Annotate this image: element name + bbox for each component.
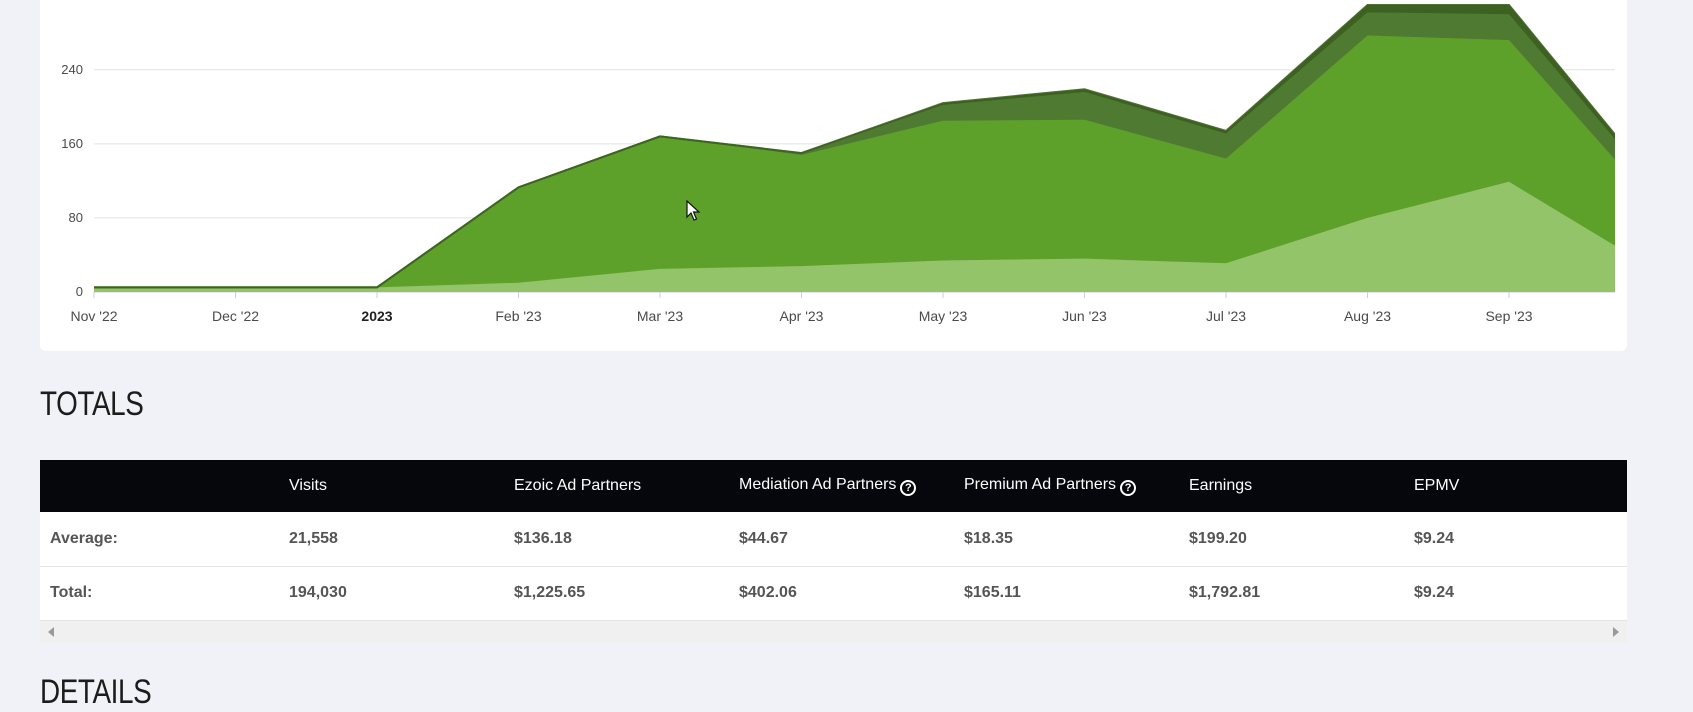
help-icon[interactable]: ? [900,480,917,496]
area-series-1 [94,181,1615,292]
y-tick-label: 80 [69,210,83,225]
mouse-cursor-icon [686,200,700,221]
column-header-text: Earnings [1189,477,1253,494]
table-cell: $9.24 [1414,529,1455,547]
y-tick-label: 160 [61,136,83,151]
row-label: Total: [50,584,93,601]
horizontal-scrollbar[interactable] [40,620,1627,643]
column-header-ezoic-ad-partners: Ezoic Ad Partners [504,460,729,512]
table-row: Total: 194,030 $1,225.65 $402.06 $165.11 $1,7… [40,566,1627,620]
totals-table: Visits Ezoic Ad Partners Mediation Ad Part… [40,460,1627,621]
column-header-earnings: Earnings [1179,460,1404,512]
column-header-text: EPMV [1414,477,1460,494]
x-tick-label: 2023 [361,308,392,324]
chart-card: 0 80 160 240 Nov '22 Dec '22 2023 Feb '23 Mar '2… [40,0,1627,351]
y-tick-label: 240 [61,62,83,77]
x-tick-label: Dec '22 [212,308,259,324]
column-header-label [40,460,279,512]
column-header-text: Visits [289,477,327,494]
area-series-2 [94,35,1615,288]
table-cell: $136.18 [514,529,572,547]
stacked-area-chart: 0 80 160 240 Nov '22 Dec '22 2023 Feb '23 Mar '2… [61,3,1615,324]
scroll-right-arrow-icon[interactable] [1613,626,1619,637]
table-cell: $9.24 [1414,584,1455,601]
column-header-text: Mediation Ad Partners [739,476,897,493]
table-cell: $199.20 [1189,529,1247,547]
scroll-left-arrow-icon[interactable] [48,626,54,637]
area-series-line-4 [94,3,1615,289]
x-tick-label: Jul '23 [1206,308,1246,324]
details-title: DETAILS [40,673,152,711]
totals-header-row: Visits Ezoic Ad Partners Mediation Ad Part… [40,460,1627,512]
y-tick-label: 0 [76,284,83,299]
x-tick-label: May '23 [919,308,968,324]
table-cell: $1,792.81 [1189,584,1261,601]
x-tick-label: Nov '22 [70,308,117,324]
table-cell: 194,030 [289,584,347,601]
table-row: Average: 21,558 $136.18 $44.67 $18.35 $199.20… [40,512,1627,566]
column-header-text: Ezoic Ad Partners [514,477,642,494]
table-cell: $1,225.65 [514,584,586,601]
x-tick-label: Feb '23 [495,308,541,324]
table-cell: $18.35 [964,529,1013,547]
column-header-visits: Visits [279,460,504,512]
totals-title: TOTALS [40,385,144,423]
column-header-epmv: EPMV [1404,460,1627,512]
x-tick-label: Aug '23 [1344,308,1391,324]
totals-table-container: Visits Ezoic Ad Partners Mediation Ad Part… [40,460,1627,643]
x-tick-label: Apr '23 [780,308,824,324]
row-label: Average: [50,529,118,547]
column-header-text: Premium Ad Partners [964,476,1117,493]
help-icon[interactable]: ? [1120,480,1137,496]
table-cell: 21,558 [289,529,338,547]
table-cell: $44.67 [739,529,788,547]
table-cell: $402.06 [739,584,797,601]
table-cell: $165.11 [964,584,1021,601]
x-tick-label: Jun '23 [1062,308,1107,324]
column-header-premium-ad-partners: Premium Ad Partners? [954,460,1179,512]
x-tick-label: Mar '23 [637,308,683,324]
column-header-mediation-ad-partners: Mediation Ad Partners? [729,460,954,512]
x-tick-label: Sep '23 [1485,308,1532,324]
